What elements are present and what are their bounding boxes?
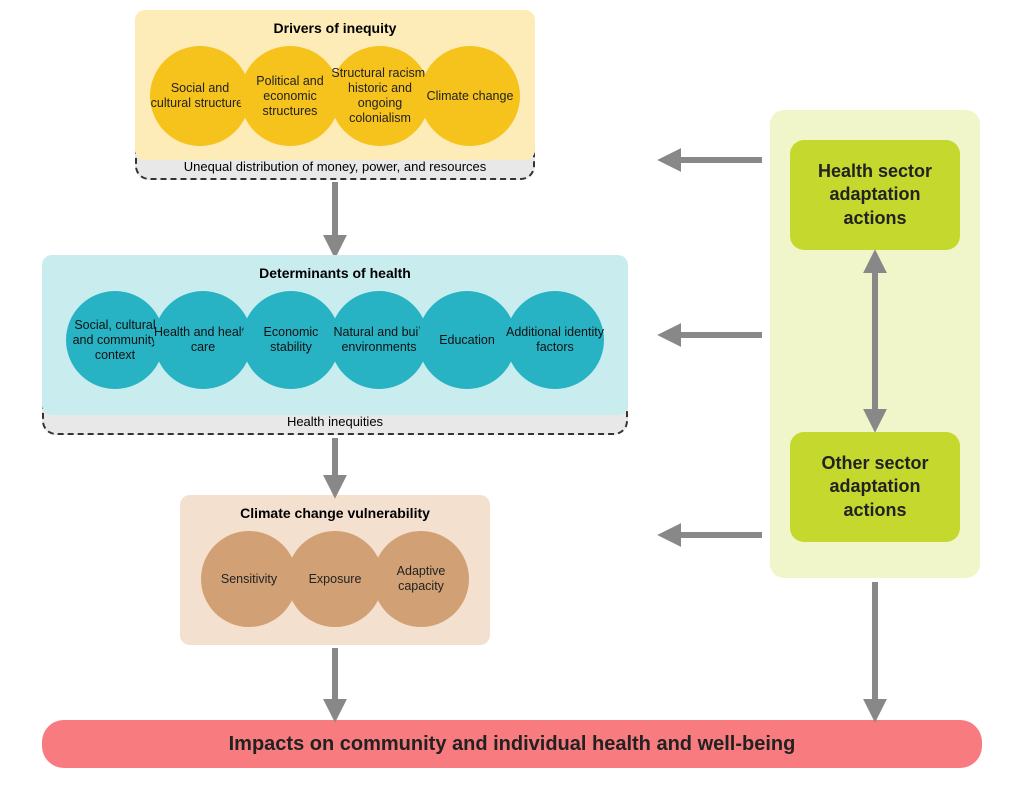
circle-item: Structural racism, historic and ongoing … xyxy=(330,46,430,146)
determinants-box: Determinants of health Social, cultural … xyxy=(42,255,628,415)
adaptation-health-box: Health sector adaptation actions xyxy=(790,140,960,250)
drivers-circle-row: Social and cultural structuresPolitical … xyxy=(135,36,535,160)
drivers-box: Drivers of inequity Social and cultural … xyxy=(135,10,535,160)
drivers-pill-label: Unequal distribution of money, power, an… xyxy=(184,159,487,174)
circle-item: Sensitivity xyxy=(201,531,297,627)
determinants-pill-label: Health inequities xyxy=(287,414,383,429)
determinants-title: Determinants of health xyxy=(42,255,628,281)
adaptation-other-box: Other sector adaptation actions xyxy=(790,432,960,542)
vulnerability-circle-row: SensitivityExposureAdaptive capacity xyxy=(180,521,490,641)
circle-item: Education xyxy=(418,291,516,389)
circle-item: Social, cultural and community context xyxy=(66,291,164,389)
determinants-circle-row: Social, cultural and community contextHe… xyxy=(42,281,628,403)
circle-item: Additional identity factors xyxy=(506,291,604,389)
impacts-label: Impacts on community and individual heal… xyxy=(229,733,796,756)
adaptation-health-label: Health sector adaptation actions xyxy=(808,160,942,230)
circle-item: Adaptive capacity xyxy=(373,531,469,627)
circle-item: Social and cultural structures xyxy=(150,46,250,146)
impacts-bar: Impacts on community and individual heal… xyxy=(42,720,982,768)
circle-item: Natural and built environments xyxy=(330,291,428,389)
vulnerability-box: Climate change vulnerability Sensitivity… xyxy=(180,495,490,645)
circle-item: Exposure xyxy=(287,531,383,627)
circle-item: Health and health care xyxy=(154,291,252,389)
circle-item: Climate change xyxy=(420,46,520,146)
drivers-title: Drivers of inequity xyxy=(135,10,535,36)
adaptation-other-label: Other sector adaptation actions xyxy=(808,452,942,522)
circle-item: Political and economic structures xyxy=(240,46,340,146)
circle-item: Economic stability xyxy=(242,291,340,389)
vulnerability-title: Climate change vulnerability xyxy=(180,495,490,521)
